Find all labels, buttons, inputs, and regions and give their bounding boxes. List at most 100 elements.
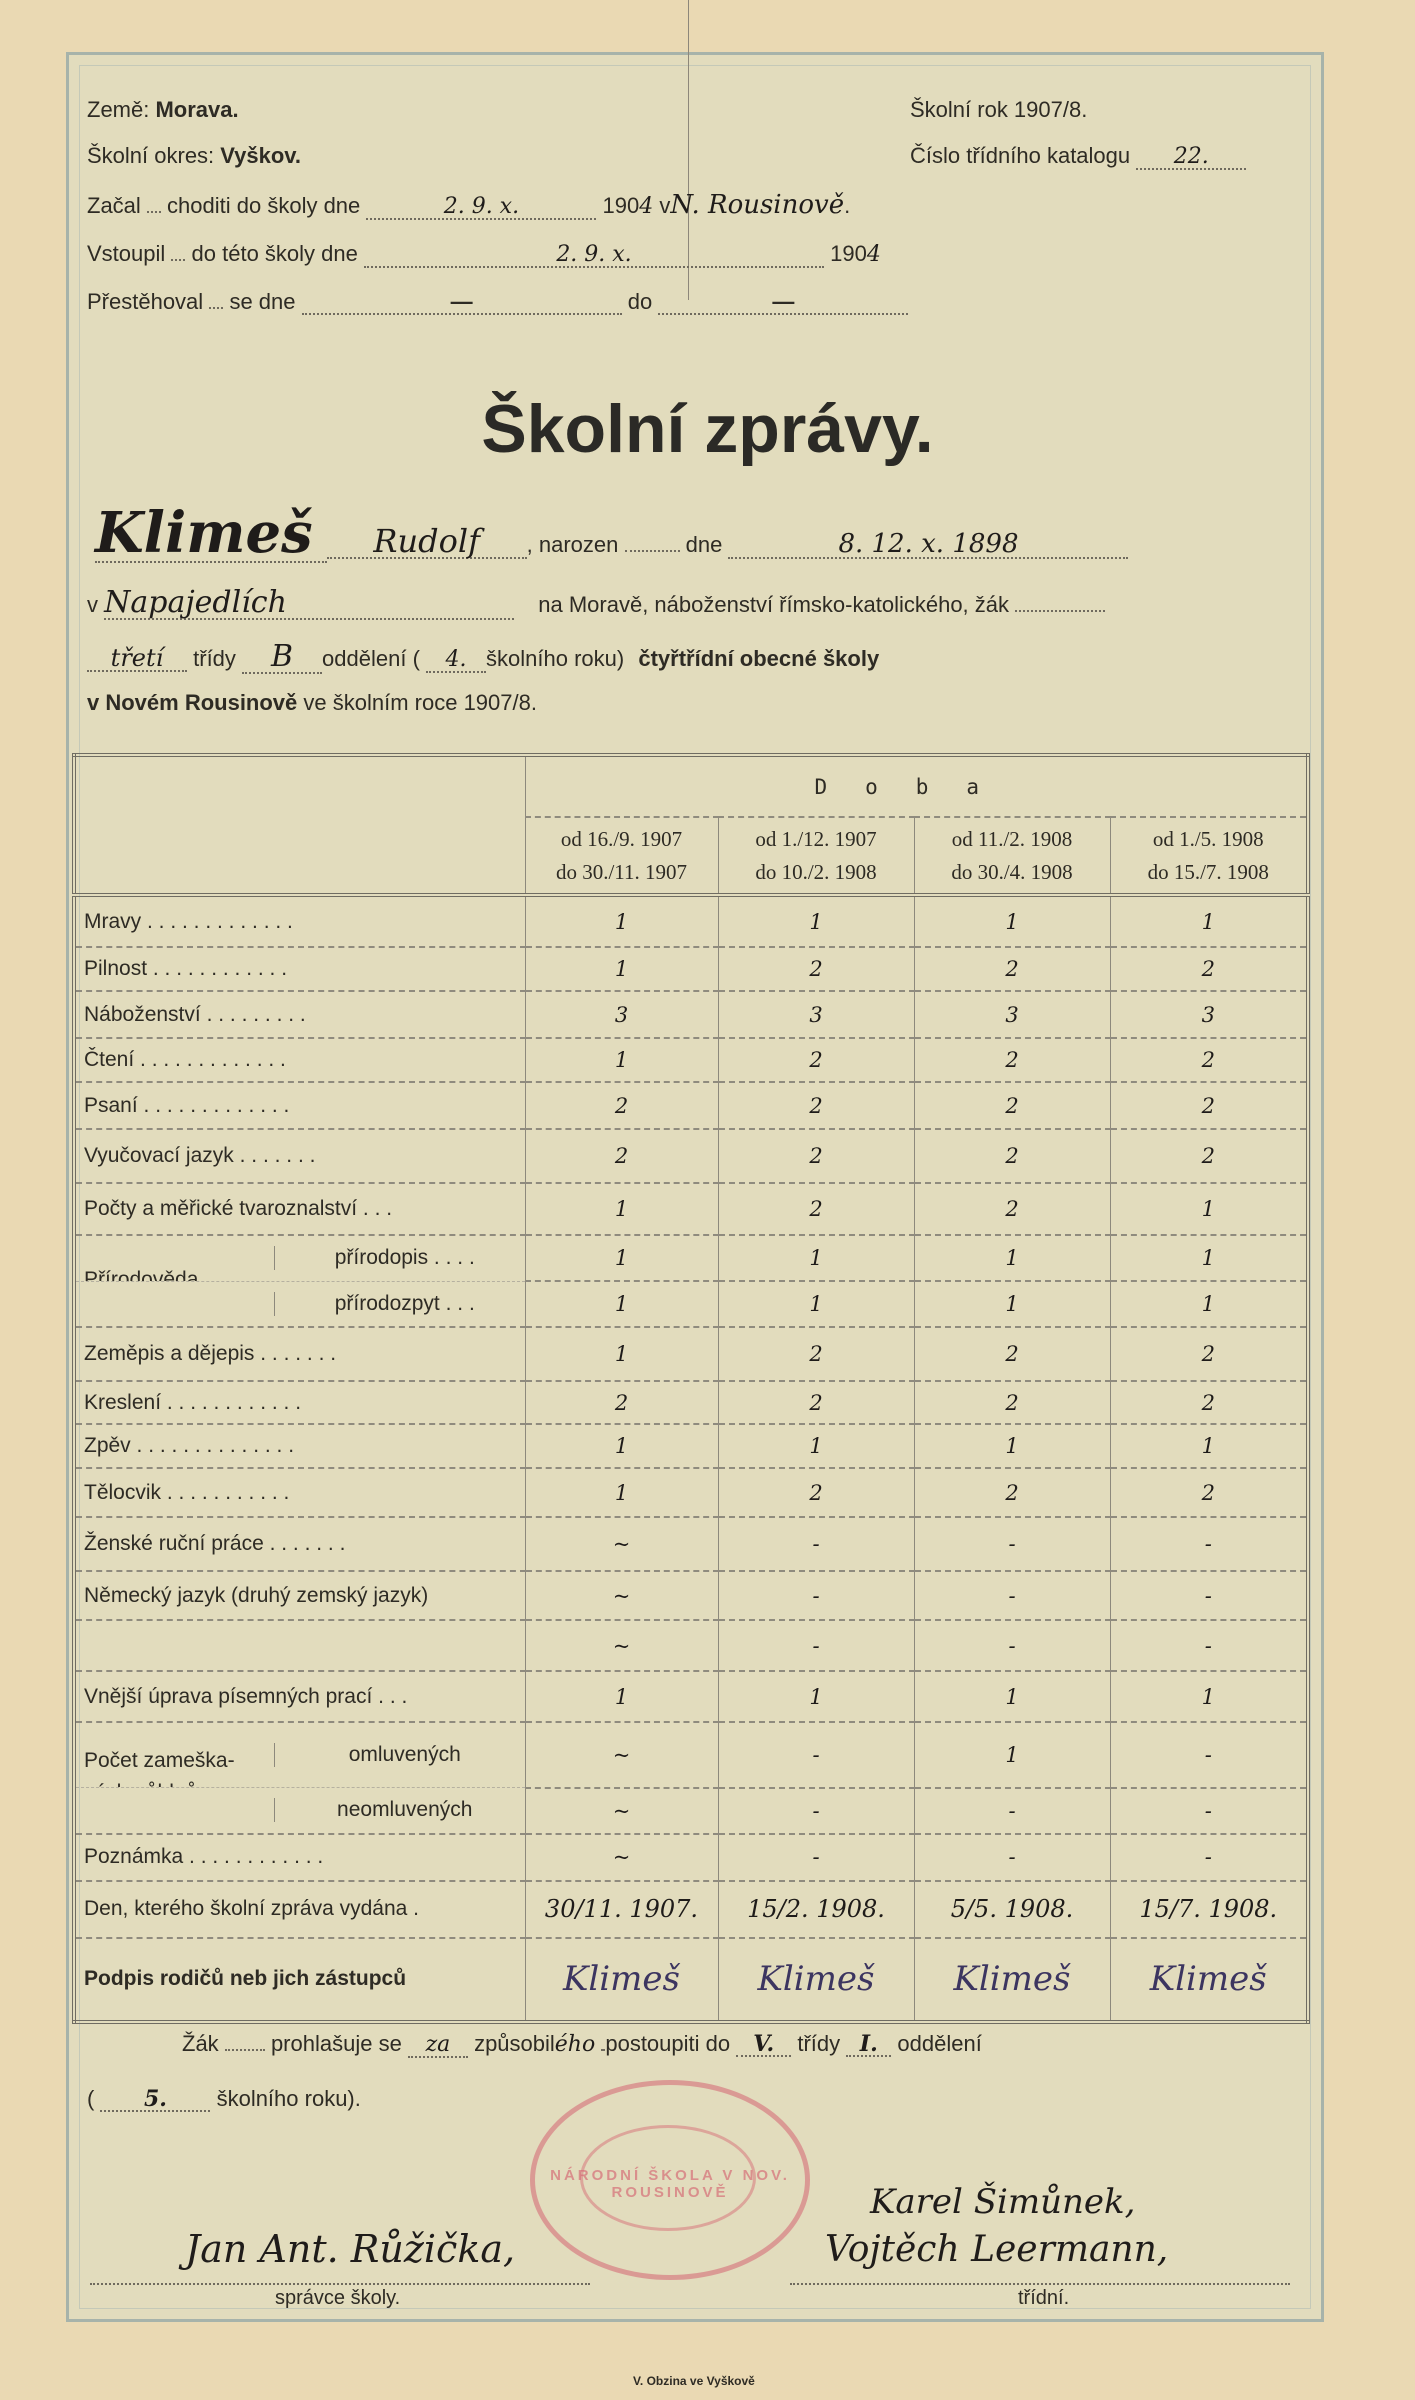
subject-sublabel: neomluvených — [274, 1798, 524, 1823]
moved-to-value: — — [658, 291, 909, 315]
period-header: Doba — [524, 755, 1309, 818]
parent-signature: Klimeš — [913, 1937, 1111, 2023]
grade-cell: 2 — [524, 1082, 719, 1130]
grade-cell: 2 — [913, 1082, 1111, 1130]
promotion-year-label: školního roku). — [216, 2086, 361, 2111]
table-row: Německý jazyk (druhý zemský jazyk) ~ - - - — [73, 1571, 1309, 1621]
moved-to-label: do — [627, 289, 653, 314]
grade-cell: ~ — [524, 1787, 719, 1835]
grade-cell: 1 — [1109, 1424, 1309, 1469]
grade-cell: 1 — [913, 1281, 1111, 1328]
subject-label — [73, 1620, 526, 1672]
grade-cell: 1 — [913, 1671, 1111, 1723]
student-surname: Klimeš — [95, 505, 327, 563]
grades-body: Mravy . . . . . . . . . . . . . 1 1 1 1 Pilno… — [73, 895, 1309, 2023]
birthplace-prefix: v — [87, 592, 98, 617]
born-day-label: dne — [685, 532, 723, 557]
subject-cell: neomluvených — [73, 1787, 526, 1835]
promotion-capable-suffix: ého — [554, 2032, 596, 2057]
entered-year-digit: 4 — [866, 242, 881, 267]
grade-cell: 2 — [717, 1038, 915, 1083]
student-name: Rudolf — [326, 525, 527, 559]
subject-label: Podpis rodičů neb jich zástupců — [73, 1937, 526, 2023]
grade-cell: 2 — [717, 1129, 915, 1184]
school-type: čtyřtřídní obecné školy — [638, 646, 880, 671]
student-line-1: Klimeš Rudolf, narozen dne 8. 12. x. 1898 — [95, 505, 1129, 563]
country-label: Země: — [87, 97, 150, 122]
teacher-label: třídní. — [1018, 2287, 1070, 2309]
grade-cell: ~ — [524, 1833, 719, 1882]
promotion-capable: způsobil — [474, 2031, 555, 2056]
subject-label: Čtení . . . . . . . . . . . . . — [73, 1038, 526, 1083]
subject-cell: přírodozpyt . . . — [73, 1281, 526, 1328]
entered-field: Vstoupil do této školy dne 2. 9. x. 1904 — [87, 243, 881, 268]
grade-cell: 2 — [717, 1183, 915, 1236]
subject-label: Kreslení . . . . . . . . . . . . — [73, 1381, 526, 1425]
grade-cell: 1 — [524, 1235, 719, 1282]
grade-cell: 1 — [1109, 1235, 1309, 1282]
grade-cell: 15/2. 1908. — [717, 1880, 915, 1939]
table-row: Podpis rodičů neb jich zástupců Klimeš Kli… — [73, 1937, 1309, 2023]
table-header-row: Doba — [73, 755, 1309, 897]
grade-cell: 2 — [524, 1381, 719, 1425]
grade-cell: 1 — [1109, 895, 1309, 948]
school-stamp: NÁRODNÍ ŠKOLA V NOV. ROUSINOVĚ — [530, 2080, 810, 2280]
grade-cell: 5/5. 1908. — [913, 1880, 1111, 1939]
grade-cell: 2 — [717, 947, 915, 992]
grade-cell: 3 — [1109, 991, 1309, 1039]
grade-cell: ~ — [524, 1571, 719, 1621]
grade-cell: 3 — [524, 991, 719, 1039]
subject-sublabel: přírodopis . . . . — [274, 1246, 524, 1271]
period-2: od 1./12. 1907 do 10./2. 1908 — [717, 817, 915, 896]
grade-cell: - — [913, 1620, 1111, 1672]
grade-cell: 1 — [524, 895, 719, 948]
grade-cell: 2 — [913, 1038, 1111, 1083]
grade-cell: - — [1109, 1833, 1309, 1882]
subject-sublabel: omluvených — [274, 1743, 524, 1767]
teacher-signature-2: Vojtěch Leermann, — [825, 2229, 1169, 2270]
page-title: Školní zprávy. — [481, 391, 934, 467]
religion-text: na Moravě, náboženství římsko-katolickéh… — [538, 592, 1010, 617]
grade-cell: 1 — [1109, 1671, 1309, 1723]
grade-cell: 1 — [913, 895, 1111, 948]
promotion-division-label: oddělení — [897, 2031, 982, 2056]
period-dates-row: od 16./9. 1907 do 30./11. 1907 od 1./12. 1… — [74, 817, 1309, 896]
grade-cell: ~ — [524, 1620, 719, 1672]
subject-label: Tělocvik . . . . . . . . . . . — [73, 1468, 526, 1518]
grade-cell: 1 — [717, 1424, 915, 1469]
headmaster-line — [90, 2283, 590, 2285]
started-field: Začal choditi do školy dne 2. 9. x. 1904… — [87, 192, 850, 220]
moved-field: Přestěhoval se dne — do — — [87, 289, 909, 315]
grade-cell: - — [1109, 1787, 1309, 1835]
subject-label: Počty a měřické tvaroznalství . . . — [73, 1183, 526, 1236]
grade-cell: 1 — [913, 1722, 1111, 1789]
grade-cell: 1 — [717, 1671, 915, 1723]
grade-cell: 1 — [524, 1038, 719, 1083]
subject-group-label: Přírodověda — [84, 1268, 199, 1281]
subject-label: Zeměpis a dějepis . . . . . . . — [73, 1327, 526, 1382]
grade-cell: - — [913, 1833, 1111, 1882]
grade-cell: 2 — [1109, 1129, 1309, 1184]
teacher-signature-1: Karel Šimůnek, — [870, 2182, 1136, 2222]
grade-cell: 2 — [1109, 1038, 1309, 1083]
table-row: Ženské ruční práce . . . . . . . ~ - - - — [73, 1517, 1309, 1572]
grade-cell: - — [717, 1620, 915, 1672]
grade-cell: 2 — [717, 1082, 915, 1130]
table-row: neomluvených ~ - - - — [73, 1787, 1309, 1835]
grade-cell: 2 — [524, 1129, 719, 1184]
promotion-line-2: ( 5. školního roku). — [87, 2088, 361, 2112]
grade-cell: - — [1109, 1571, 1309, 1621]
stamp-text: NÁRODNÍ ŠKOLA V NOV. ROUSINOVĚ — [550, 2167, 790, 2201]
started-text: choditi do školy dne — [167, 193, 361, 218]
school-year-number: 4. — [426, 649, 487, 673]
moved-text: se dne — [229, 289, 296, 314]
promotion-line: Žák prohlašuje se za způsobilého postoup… — [182, 2033, 982, 2058]
student-line-4: v Novém Rousinově ve školním roce 1907/8… — [87, 692, 537, 714]
grade-cell: 30/11. 1907. — [524, 1880, 719, 1939]
